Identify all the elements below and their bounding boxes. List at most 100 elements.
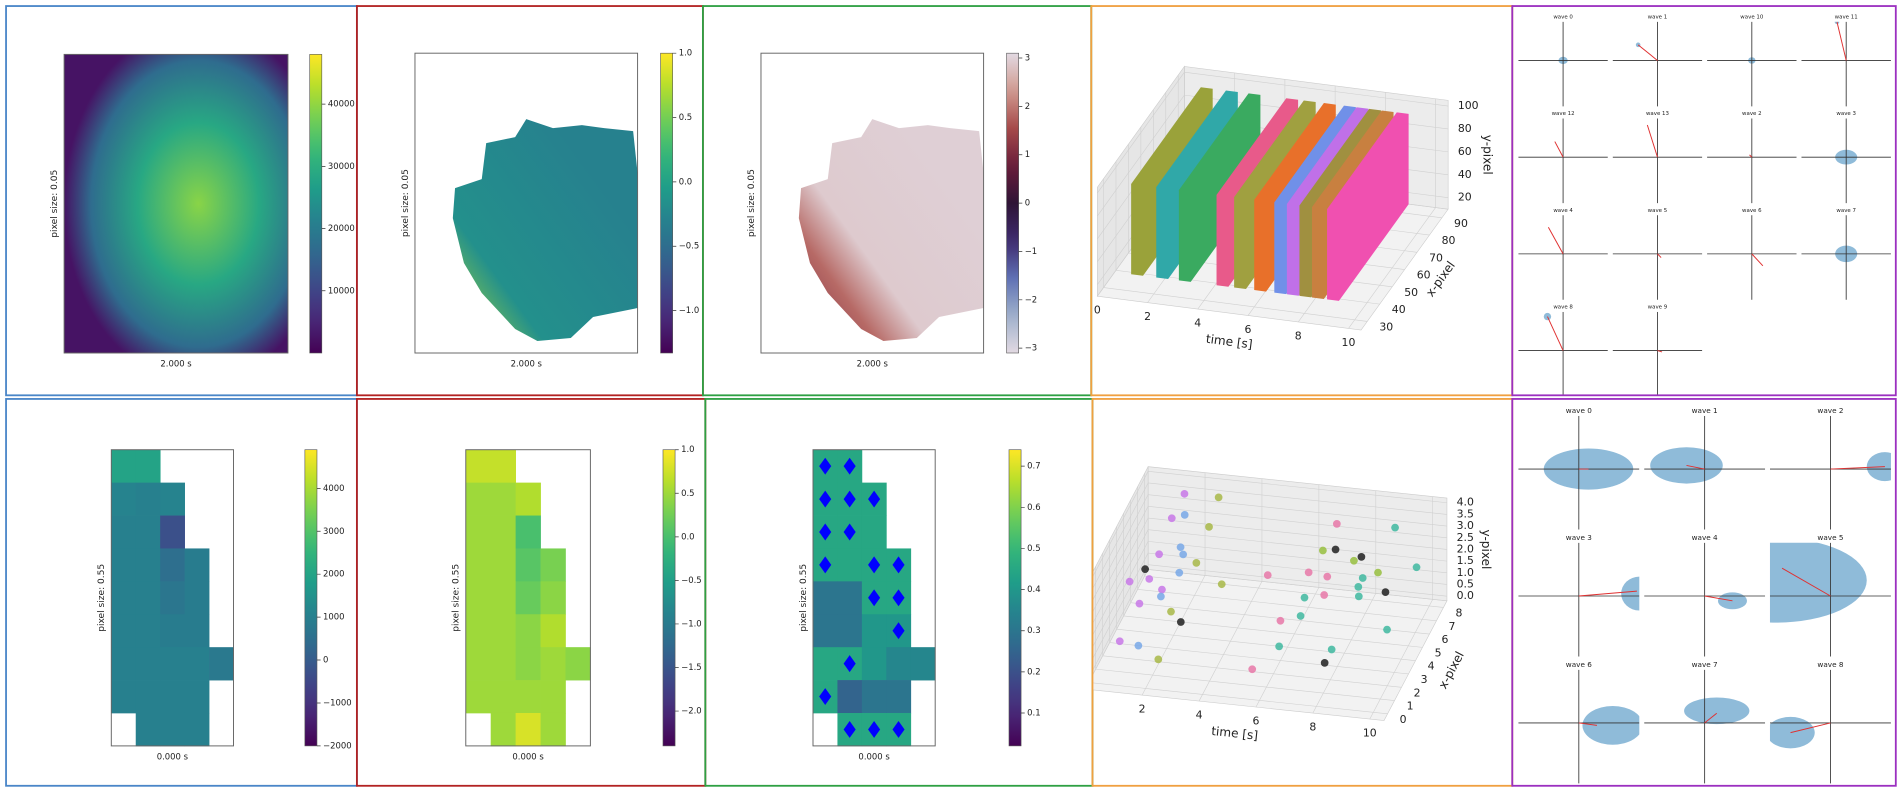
point — [1305, 568, 1313, 576]
colorbar — [310, 54, 322, 353]
colorbar-tick-label: 1000 — [323, 612, 345, 622]
z-tick-label: 2.5 — [1457, 531, 1474, 544]
point — [1332, 546, 1340, 554]
subplot-title: wave 2 — [1742, 111, 1762, 117]
point — [1301, 594, 1309, 602]
x-axis-label: 2.000 s — [511, 358, 542, 368]
colorbar — [305, 450, 317, 746]
wave-subplot — [1613, 118, 1703, 205]
colorbar-tick-label: −1.5 — [681, 662, 702, 672]
x-axis-label: 0.000 s — [858, 751, 889, 761]
heatmap-cell — [136, 647, 161, 680]
wave-subplot — [1801, 118, 1891, 205]
heatmap-cell — [136, 450, 161, 483]
heatmap-cell — [491, 680, 516, 713]
heatmap-cell — [491, 647, 516, 680]
heatmap-cell — [813, 581, 838, 614]
point — [1277, 617, 1285, 625]
x-tick-label: 8 — [1309, 721, 1316, 734]
panel: −1.0−0.50.00.51.02.000 spixel size: 0.05 — [401, 48, 699, 369]
subplot-title: wave 12 — [1552, 111, 1575, 117]
point — [1141, 565, 1149, 573]
heatmap-cell — [565, 647, 590, 680]
x-tick-label: 10 — [1363, 727, 1377, 740]
x-axis-label: 0.000 s — [512, 751, 543, 761]
point — [1157, 593, 1165, 601]
ellipse — [1621, 577, 1657, 611]
heatmap-cell — [813, 647, 838, 680]
heatmap-cell — [516, 548, 541, 581]
wave-subplot — [1613, 22, 1703, 109]
point — [1354, 583, 1362, 591]
colorbar-tick-label: 0.5 — [679, 112, 692, 122]
colorbar-tick-label: 0.3 — [1027, 625, 1040, 635]
heatmap-cell — [185, 614, 210, 647]
colorbar-tick-label: −1.0 — [681, 618, 702, 628]
wave-subplot — [1613, 312, 1703, 399]
point — [1355, 592, 1363, 600]
colorbar-tick-label: 1.0 — [681, 444, 694, 454]
point — [1177, 543, 1185, 551]
subplot-title: wave 5 — [1817, 533, 1843, 542]
z-tick-label: 20 — [1458, 191, 1472, 204]
x-tick-label: 4 — [1194, 317, 1201, 330]
heatmap-cell — [886, 647, 911, 680]
heatmap-cell — [136, 548, 161, 581]
heatmap-cell — [160, 581, 185, 614]
y-axis-label: pixel size: 0.55 — [799, 564, 809, 632]
z-tick-label: 4.0 — [1457, 496, 1474, 509]
heatmap-cell — [516, 680, 541, 713]
heatmap-cell — [862, 614, 887, 647]
colorbar-tick-label: −2.0 — [681, 706, 702, 716]
subplot-title: wave 4 — [1553, 208, 1573, 214]
heatmap-cell — [185, 548, 210, 581]
wave-subplot — [1644, 416, 1765, 532]
wave-subplot — [1518, 416, 1639, 532]
x-tick-label: 0 — [1094, 304, 1101, 317]
vector — [1638, 45, 1657, 61]
y-tick-label: 6 — [1442, 633, 1449, 646]
colorbar-tick-label: 10000 — [328, 285, 355, 295]
y-tick-label: 90 — [1454, 217, 1468, 230]
point — [1358, 553, 1366, 561]
ellipse — [1685, 538, 1866, 623]
heatmap-cell — [837, 581, 862, 614]
heatmap-cell — [491, 450, 516, 483]
heatmap-cell — [541, 548, 566, 581]
heatmap-cell — [541, 680, 566, 713]
x-tick-label: 8 — [1295, 329, 1302, 342]
point — [1192, 559, 1200, 567]
vector — [1547, 317, 1563, 351]
heatmap-cell — [541, 647, 566, 680]
vector — [1752, 254, 1763, 266]
point — [1323, 573, 1331, 581]
heatmap-cell — [541, 614, 566, 647]
point — [1374, 569, 1382, 577]
heatmap-cell — [160, 614, 185, 647]
point — [1413, 563, 1421, 571]
colorbar-tick-label: −3 — [1025, 343, 1037, 353]
subplot-title: wave 13 — [1646, 111, 1670, 117]
y-axis-label: pixel size: 0.55 — [452, 564, 462, 632]
point — [1359, 574, 1367, 582]
point — [1383, 626, 1391, 634]
subplot-title: wave 0 — [1566, 406, 1592, 415]
colorbar-tick-label: 20000 — [328, 223, 355, 233]
heatmap-cell — [160, 713, 185, 746]
colorbar-tick-label: 3000 — [323, 526, 345, 536]
subplot-title: wave 2 — [1817, 406, 1843, 415]
point — [1136, 600, 1144, 608]
colorbar-tick-label: 0.5 — [1027, 543, 1040, 553]
colorbar-tick-label: 0.5 — [681, 488, 694, 498]
wave-subplot — [1707, 118, 1797, 205]
point — [1126, 578, 1134, 586]
image — [799, 119, 984, 341]
z-tick-label: 40 — [1458, 168, 1472, 181]
x-tick-label: 10 — [1342, 336, 1356, 349]
heatmap-cell — [541, 581, 566, 614]
point — [1382, 588, 1390, 596]
heatmap-cell — [862, 647, 887, 680]
heatmap-cell — [160, 483, 185, 516]
y-axis-label: pixel size: 0.05 — [747, 169, 757, 237]
x-axis-label: 0.000 s — [157, 751, 188, 761]
